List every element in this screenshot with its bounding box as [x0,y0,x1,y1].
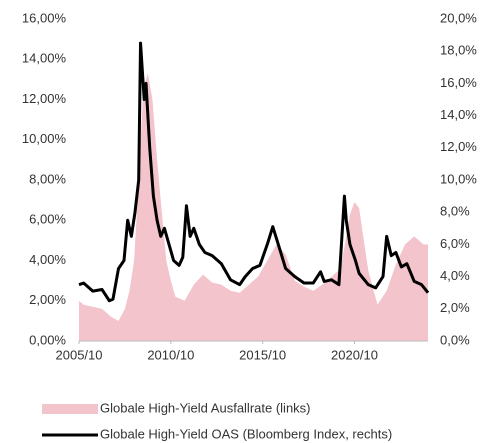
y2-tick-label: 12,0% [440,139,477,154]
y-tick-label: 4,00% [29,252,66,267]
y2-tick-label: 14,0% [440,107,477,122]
y2-tick-label: 2,0% [440,300,470,315]
line [78,41,430,303]
x-tick-label: 2020/10 [331,347,378,362]
y2-tick-label: 4,0% [440,268,470,283]
legend-label: Globale High-Yield Ausfallrate (links) [100,400,311,415]
y2-tick-label: 18,0% [440,43,477,58]
y-tick-label: 12,00% [22,91,67,106]
y-tick-label: 0,00% [29,332,66,347]
y-tick-label: 6,00% [29,212,66,227]
y2-tick-label: 6,0% [440,236,470,251]
y2-tick-label: 16,0% [440,75,477,90]
y2-tick-label: 20,0% [440,10,477,25]
x-tick-label: 2015/10 [239,347,286,362]
x-tick-label: 2005/10 [56,347,103,362]
legend-swatch [42,404,98,414]
y2-tick-label: 0,0% [440,332,470,347]
y-tick-label: 2,00% [29,292,66,307]
x-tick-label: 2010/10 [147,347,194,362]
y-tick-label: 14,00% [22,51,67,66]
y-tick-label: 16,00% [22,10,67,25]
area [79,73,428,342]
y2-tick-label: 8,0% [440,204,470,219]
legend-label: Globale High-Yield OAS (Bloomberg Index,… [100,426,392,441]
y-tick-label: 8,00% [29,171,66,186]
y-tick-label: 10,00% [22,131,67,146]
y2-tick-label: 10,0% [440,171,477,186]
